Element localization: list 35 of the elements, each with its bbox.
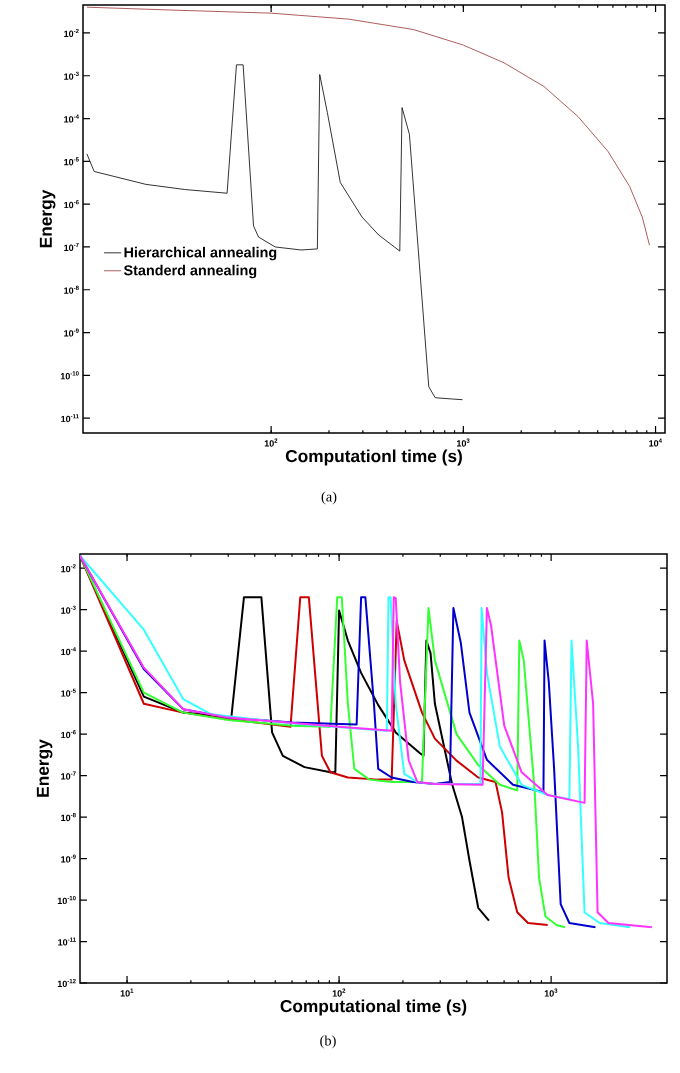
x-tick-label: 10$^{3}$ [456,438,470,447]
y-tick-label: 10$^{-5}$ [64,157,79,166]
x-tick-label: 10$^{2}$ [264,438,278,447]
legend-label: Hierarchical annealing [124,246,277,261]
y-axis-title: Energy [36,739,53,797]
x-axis-title: Computationl time (s) [285,449,462,466]
y-tick-label: 10$^{-8}$ [61,813,76,822]
y-tick-label: 10$^{-7}$ [64,242,79,251]
y-tick-label: 10$^{-12}$ [57,978,76,988]
y-tick-label: 10$^{-6}$ [61,730,76,739]
y-tick-label: 10$^{-10}$ [57,896,76,905]
y-tick-label: 10$^{-11}$ [58,937,76,946]
x-tick-label: 10$^{1}$ [120,988,134,997]
x-tick-label: 10$^{3}$ [544,988,558,997]
y-tick-label: 10$^{-9}$ [64,328,79,337]
text: (b) [320,1035,336,1049]
y-tick-label: 10$^{-6}$ [64,200,79,209]
x-tick-label: 10$^{4}$ [649,438,662,447]
y-tick-label: 10$^{-3}$ [61,605,76,614]
y-tick-label: 10$^{-7}$ [61,771,76,780]
y-tick-label: 10$^{-11}$ [61,414,79,423]
y-tick-label: 10$^{-8}$ [64,285,79,294]
x-tick-label: 10$^{2}$ [332,988,346,997]
y-tick-label: 10$^{-4}$ [61,647,76,656]
y-tick-label: 10$^{-3}$ [64,71,79,80]
y-axis-title: Energy [39,189,56,248]
y-tick-label: 10$^{-2}$ [61,564,76,573]
x-axis-title: Computational time (s) [280,999,467,1016]
legend-label: Standerd annealing [123,264,257,279]
text: (a) [321,491,337,505]
y-tick-label: 10$^{-4}$ [64,114,79,123]
y-tick-label: 10$^{-2}$ [64,28,79,38]
y-tick-label: 10$^{-10}$ [60,371,79,380]
y-tick-label: 10$^{-5}$ [61,688,76,697]
y-tick-label: 10$^{-9}$ [61,854,76,863]
